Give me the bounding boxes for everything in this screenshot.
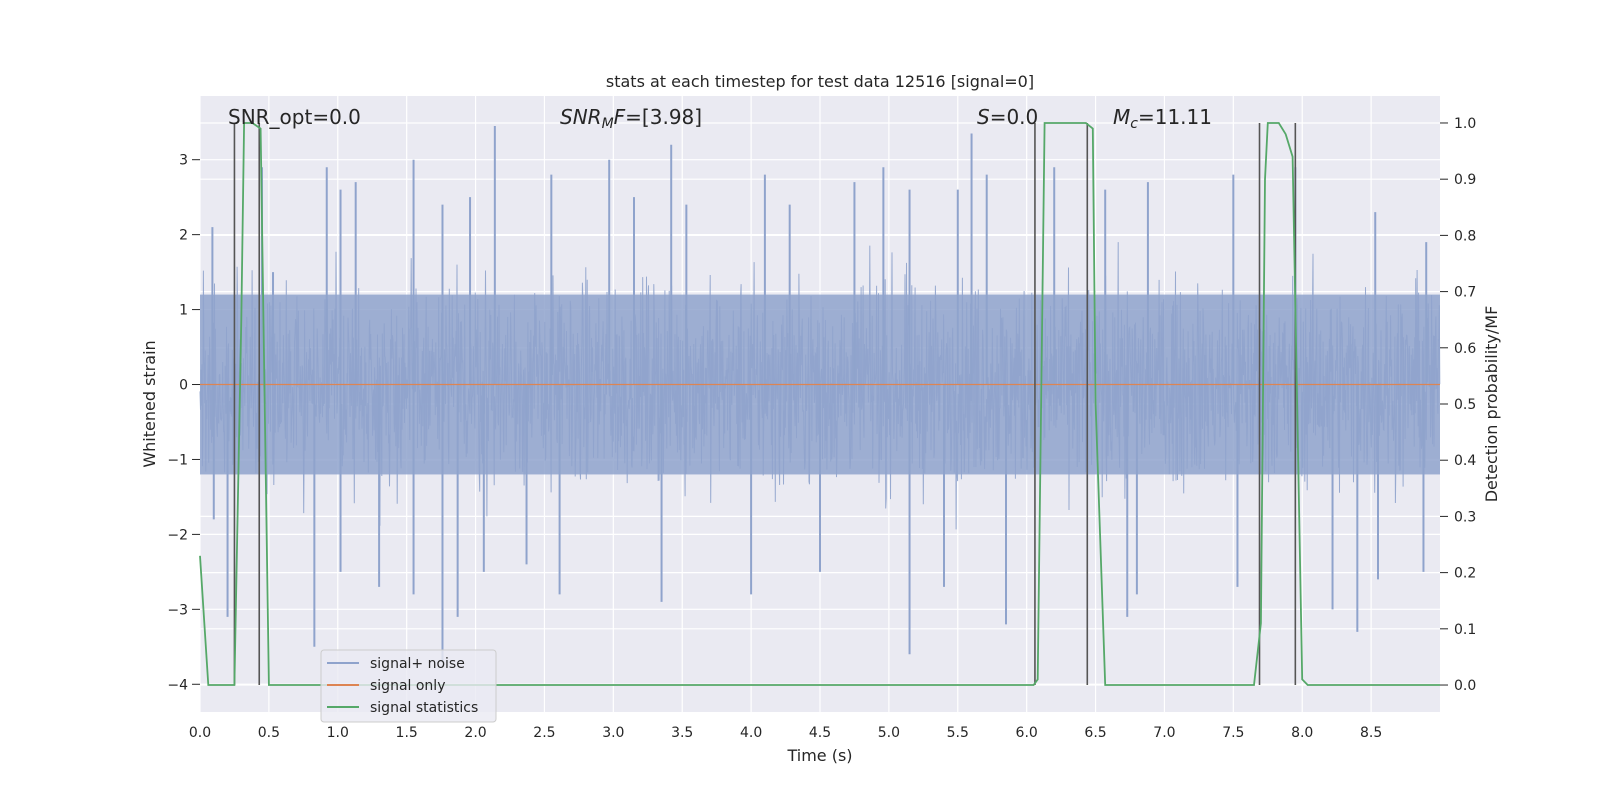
- y2-tick-label: 0.2: [1454, 566, 1476, 582]
- y2-tick-label: 1.0: [1454, 116, 1476, 132]
- x-tick-label: 4.0: [740, 725, 762, 741]
- legend: signal+ noise signal only signal statist…: [320, 649, 497, 723]
- x-ticks: 0.0 0.5 1.0 1.5 2.0 2.5 3.0 3.5 4.0 4.5 5.0 5.5 6.0 6…: [189, 725, 1382, 741]
- x-tick-label: 7.0: [1153, 725, 1175, 741]
- x-tick-label: 4.5: [809, 725, 831, 741]
- annotation-s: S=0.0: [977, 105, 1038, 129]
- x-tick-label: 7.5: [1222, 725, 1244, 741]
- y2-ticks: 0.0 0.1 0.2 0.3 0.4 0.5 0.6 0.7 0.8 0.9 1.0: [1440, 116, 1476, 694]
- legend-box: [320, 649, 497, 723]
- x-tick-label: 8.5: [1360, 725, 1382, 741]
- signal-statistics-series: [199, 122, 1440, 686]
- annotation-snr-opt: SNR_opt=0.0: [228, 105, 361, 129]
- y2-tick-label: 0.4: [1454, 453, 1476, 469]
- y-tick-label: 0: [179, 378, 188, 394]
- y-axis-label: Whitened strain: [140, 340, 159, 467]
- x-tick-label: 1.5: [396, 725, 418, 741]
- legend-label-stats: signal statistics: [370, 700, 478, 716]
- x-tick-label: 3.0: [602, 725, 624, 741]
- signal-statistics-line: [199, 122, 1440, 686]
- x-tick-label: 2.5: [533, 725, 555, 741]
- x-tick-label: 6.5: [1084, 725, 1106, 741]
- x-tick-label: 5.5: [947, 725, 969, 741]
- x-tick-label: 2.0: [464, 725, 486, 741]
- y-tick-label: 1: [179, 303, 188, 319]
- y-tick-label: −4: [167, 677, 188, 693]
- y2-tick-label: 0.1: [1454, 622, 1476, 638]
- y-tick-label: −2: [167, 527, 188, 543]
- y2-tick-label: 0.0: [1454, 678, 1476, 694]
- x-tick-label: 0.5: [258, 725, 280, 741]
- y-tick-label: −1: [167, 452, 188, 468]
- legend-label-noise: signal+ noise: [370, 656, 465, 672]
- annotation-snr-mf: SNRMF=[3.98]: [560, 105, 702, 132]
- x-tick-label: 1.0: [327, 725, 349, 741]
- chart-title: stats at each timestep for test data 125…: [606, 72, 1034, 91]
- y-tick-label: 3: [179, 153, 188, 169]
- x-tick-label: 0.0: [189, 725, 211, 741]
- y2-tick-label: 0.7: [1454, 285, 1476, 301]
- y2-tick-label: 0.3: [1454, 509, 1476, 525]
- y-tick-label: −3: [167, 602, 188, 618]
- detection-vlines: [233, 122, 1297, 686]
- x-tick-label: 8.0: [1291, 725, 1313, 741]
- y2-tick-label: 0.6: [1454, 341, 1476, 357]
- x-tick-label: 5.0: [878, 725, 900, 741]
- x-axis-label: Time (s): [786, 746, 852, 765]
- annotation-mc: Mc=11.11: [1113, 105, 1212, 132]
- y2-tick-label: 0.9: [1454, 172, 1476, 188]
- y2-axis-label: Detection probability/MF: [1482, 306, 1501, 503]
- legend-label-signal: signal only: [370, 678, 445, 694]
- y-ticks: −4 −3 −2 −1 0 1 2 3: [167, 153, 200, 693]
- y2-tick-label: 0.8: [1454, 228, 1476, 244]
- x-tick-label: 6.0: [1016, 725, 1038, 741]
- y-tick-label: 2: [179, 228, 188, 244]
- x-tick-label: 3.5: [671, 725, 693, 741]
- y2-tick-label: 0.5: [1454, 397, 1476, 413]
